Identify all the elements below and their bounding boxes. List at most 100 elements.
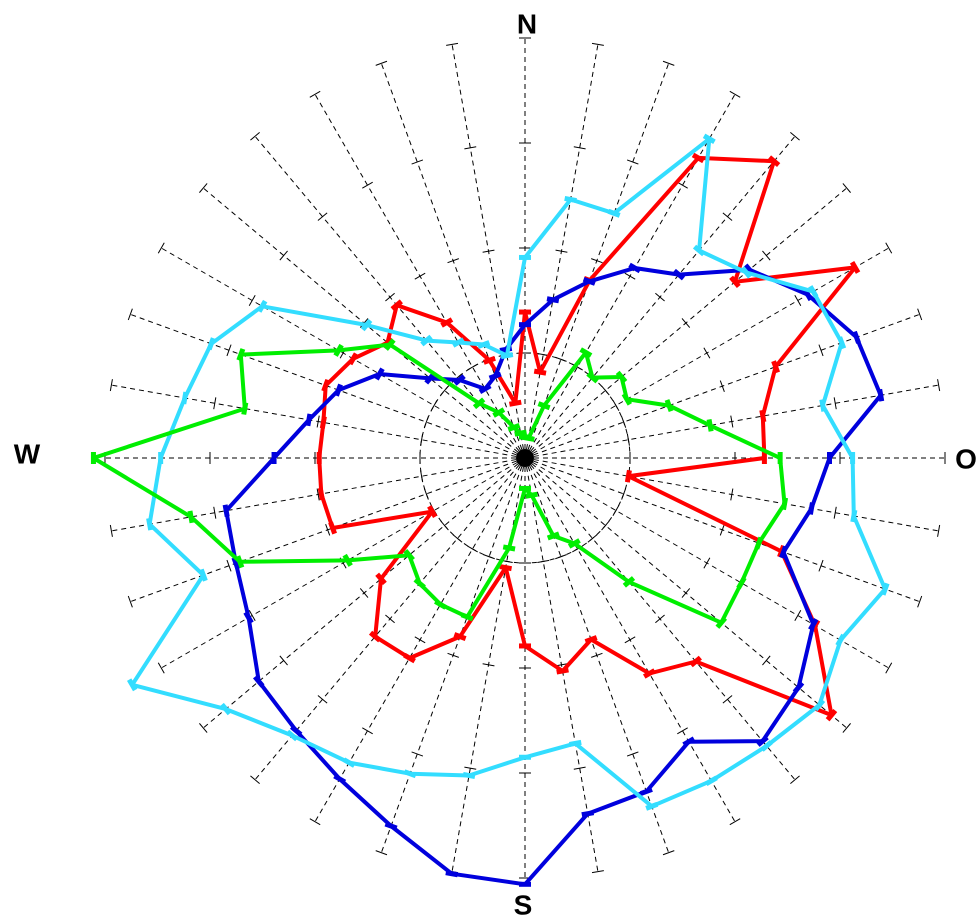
tick-mark xyxy=(601,385,610,396)
tick-mark xyxy=(464,766,477,770)
tick-mark xyxy=(440,385,449,396)
series-4 xyxy=(90,338,789,629)
tick-mark xyxy=(411,159,424,165)
data-point xyxy=(440,317,454,328)
tick-mark xyxy=(681,588,691,598)
data-point xyxy=(319,416,327,429)
direction-label-west: W xyxy=(14,438,41,469)
tick-mark xyxy=(127,308,133,321)
data-point xyxy=(146,517,154,531)
tick-mark xyxy=(127,595,133,608)
data-point xyxy=(622,576,636,588)
data-point xyxy=(808,617,819,631)
tick-mark xyxy=(937,524,941,537)
data-point xyxy=(729,275,741,289)
tick-mark xyxy=(109,379,113,392)
data-point xyxy=(500,352,514,360)
tick-mark xyxy=(729,90,741,98)
tick-mark xyxy=(309,90,321,98)
tick-mark xyxy=(375,850,388,856)
data-point xyxy=(628,262,642,274)
data-point xyxy=(582,276,596,286)
data-point xyxy=(222,504,230,518)
data-point xyxy=(403,548,415,562)
tick-mark xyxy=(226,344,232,357)
data-point xyxy=(664,399,674,413)
tick-mark xyxy=(601,520,610,531)
data-point xyxy=(482,355,496,365)
tick-mark xyxy=(385,292,395,302)
data-point xyxy=(615,370,628,384)
tick-mark xyxy=(109,524,113,537)
data-point xyxy=(333,773,347,785)
data-point xyxy=(488,371,502,381)
data-point xyxy=(390,299,403,311)
tick-mark xyxy=(446,42,459,46)
tick-mark xyxy=(362,181,373,189)
data-point xyxy=(507,423,521,432)
data-point xyxy=(477,340,491,349)
data-point xyxy=(220,702,232,716)
data-point xyxy=(579,347,593,358)
data-point xyxy=(781,497,789,511)
tick-mark xyxy=(842,183,851,193)
data-point xyxy=(850,509,858,523)
tick-mark xyxy=(440,520,449,531)
data-point xyxy=(334,383,343,397)
tick-mark xyxy=(359,588,369,598)
tick-mark xyxy=(309,818,321,826)
tick-mark xyxy=(662,60,675,66)
tick-mark xyxy=(414,272,426,280)
tick-mark xyxy=(467,363,478,371)
tick-mark xyxy=(703,557,711,569)
data-point xyxy=(645,801,659,811)
data-point xyxy=(508,399,522,407)
tick-mark xyxy=(655,292,665,302)
tick-mark xyxy=(790,132,800,141)
tick-mark xyxy=(621,488,627,500)
tick-mark xyxy=(790,775,800,784)
data-point xyxy=(472,397,486,410)
tick-mark xyxy=(420,433,424,446)
tick-mark xyxy=(423,416,429,428)
data-point xyxy=(880,582,890,596)
data-point xyxy=(305,413,313,427)
tick-mark xyxy=(818,344,824,357)
tick-mark xyxy=(833,506,837,519)
tick-mark xyxy=(591,258,603,264)
tick-mark xyxy=(681,318,691,328)
data-point xyxy=(522,434,535,442)
tick-mark xyxy=(703,347,711,359)
tick-mark xyxy=(157,242,165,254)
data-point xyxy=(621,392,633,406)
series-line xyxy=(317,155,858,718)
tick-mark xyxy=(213,397,217,410)
tick-mark xyxy=(316,488,320,501)
data-point xyxy=(835,633,846,647)
data-point xyxy=(285,729,299,742)
tick-mark xyxy=(467,545,478,553)
data-point xyxy=(289,724,303,737)
tick-mark xyxy=(250,132,260,141)
data-point xyxy=(556,667,569,675)
data-point xyxy=(584,635,598,644)
tick-mark xyxy=(719,524,725,536)
data-point xyxy=(537,401,551,411)
data-point xyxy=(624,469,632,483)
tick-mark xyxy=(591,870,604,874)
tick-mark xyxy=(362,727,373,735)
data-point xyxy=(533,368,547,376)
tick-mark xyxy=(452,534,463,543)
data-point xyxy=(460,612,474,622)
data-point xyxy=(499,564,513,572)
data-point xyxy=(375,572,387,586)
data-point xyxy=(760,740,773,752)
tick-mark xyxy=(885,242,893,254)
series-line xyxy=(130,136,888,809)
data-point xyxy=(347,352,359,366)
tick-mark xyxy=(937,379,941,392)
data-point xyxy=(754,536,764,550)
tick-mark xyxy=(199,183,208,193)
data-point xyxy=(241,402,249,415)
direction-label-south: S xyxy=(514,889,533,920)
